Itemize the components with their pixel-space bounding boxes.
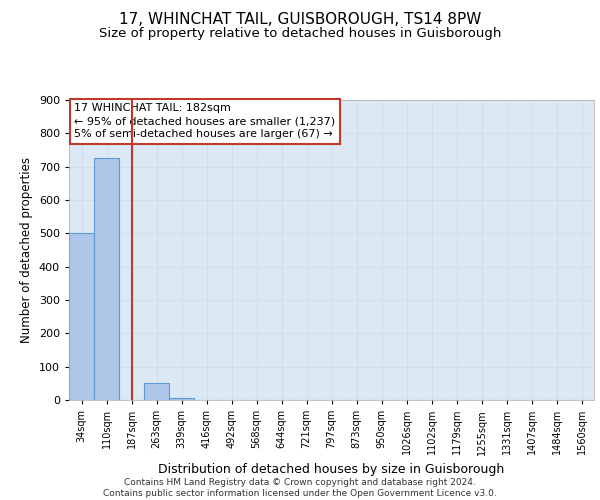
Y-axis label: Number of detached properties: Number of detached properties	[20, 157, 33, 343]
Bar	[94, 158, 119, 400]
Text: Contains HM Land Registry data © Crown copyright and database right 2024.
Contai: Contains HM Land Registry data © Crown c…	[103, 478, 497, 498]
X-axis label: Distribution of detached houses by size in Guisborough: Distribution of detached houses by size …	[158, 463, 505, 476]
Bar	[69, 234, 94, 400]
Text: 17 WHINCHAT TAIL: 182sqm
← 95% of detached houses are smaller (1,237)
5% of semi: 17 WHINCHAT TAIL: 182sqm ← 95% of detach…	[74, 103, 335, 140]
Bar	[144, 384, 169, 400]
Text: 17, WHINCHAT TAIL, GUISBOROUGH, TS14 8PW: 17, WHINCHAT TAIL, GUISBOROUGH, TS14 8PW	[119, 12, 481, 28]
Text: Size of property relative to detached houses in Guisborough: Size of property relative to detached ho…	[99, 28, 501, 40]
Bar	[169, 398, 194, 400]
